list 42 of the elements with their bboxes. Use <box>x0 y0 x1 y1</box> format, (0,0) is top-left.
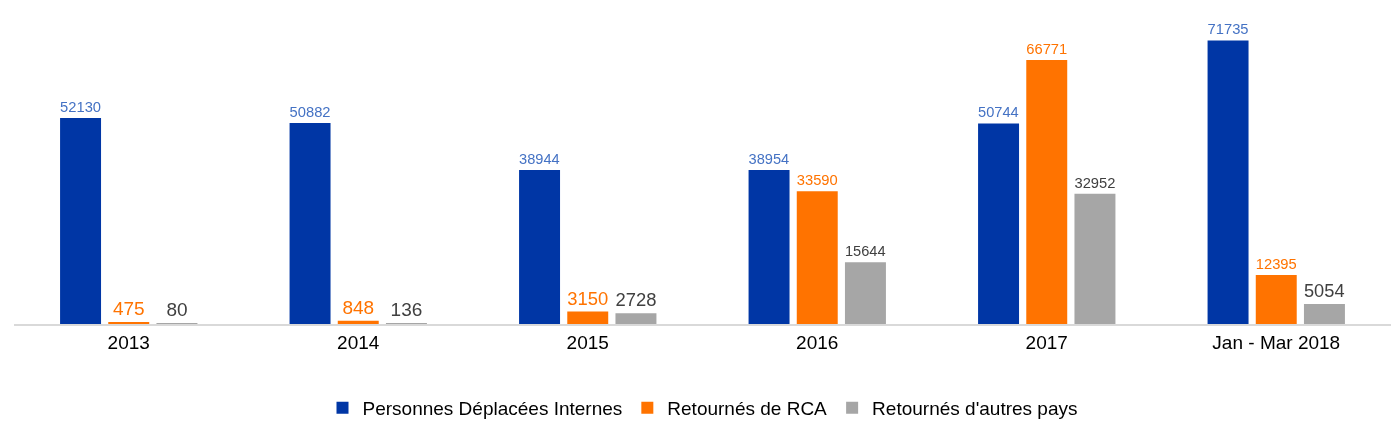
x-tick-label: 2013 <box>107 331 150 353</box>
bar <box>844 262 886 324</box>
legend-label: Retournés d'autres pays <box>872 398 1078 420</box>
bar <box>289 122 331 324</box>
x-tick-label: Jan - Mar 2018 <box>1212 331 1341 353</box>
data-label: 33590 <box>796 172 838 189</box>
bar <box>1026 60 1068 324</box>
data-label: 5054 <box>1303 281 1345 302</box>
x-tick-label: 2017 <box>1025 331 1068 353</box>
bar <box>567 311 609 324</box>
bar <box>1303 304 1345 324</box>
data-label: 475 <box>112 298 145 319</box>
legend-label: Personnes Déplacées Internes <box>362 398 623 420</box>
data-label: 3150 <box>567 287 609 309</box>
bar <box>337 320 379 324</box>
bar <box>796 191 838 324</box>
data-label: 38944 <box>519 151 560 168</box>
data-label: 52130 <box>60 98 102 115</box>
data-label: 848 <box>342 296 375 318</box>
data-label: 15644 <box>844 243 886 260</box>
bar <box>60 117 102 324</box>
data-label: 71735 <box>1207 21 1249 38</box>
data-label: 12395 <box>1255 255 1297 272</box>
x-tick-label: 2016 <box>796 331 839 353</box>
data-label: 32952 <box>1074 174 1116 191</box>
x-tick-label: 2015 <box>566 331 609 353</box>
data-label: 66771 <box>1026 41 1068 58</box>
bar <box>1255 275 1297 324</box>
bar <box>1207 40 1249 324</box>
legend-label: Retournés de RCA <box>667 398 828 420</box>
data-label: 50882 <box>289 103 331 120</box>
data-label: 50744 <box>978 104 1019 121</box>
data-label: 136 <box>390 299 423 320</box>
data-label: 2728 <box>615 289 657 311</box>
bar <box>978 123 1020 324</box>
bar <box>519 170 561 324</box>
bar <box>615 313 657 324</box>
bar <box>748 170 790 324</box>
x-tick-label: 2014 <box>337 331 380 353</box>
bar <box>1074 193 1116 324</box>
data-label: 38954 <box>748 150 790 167</box>
data-label: 80 <box>166 299 188 320</box>
